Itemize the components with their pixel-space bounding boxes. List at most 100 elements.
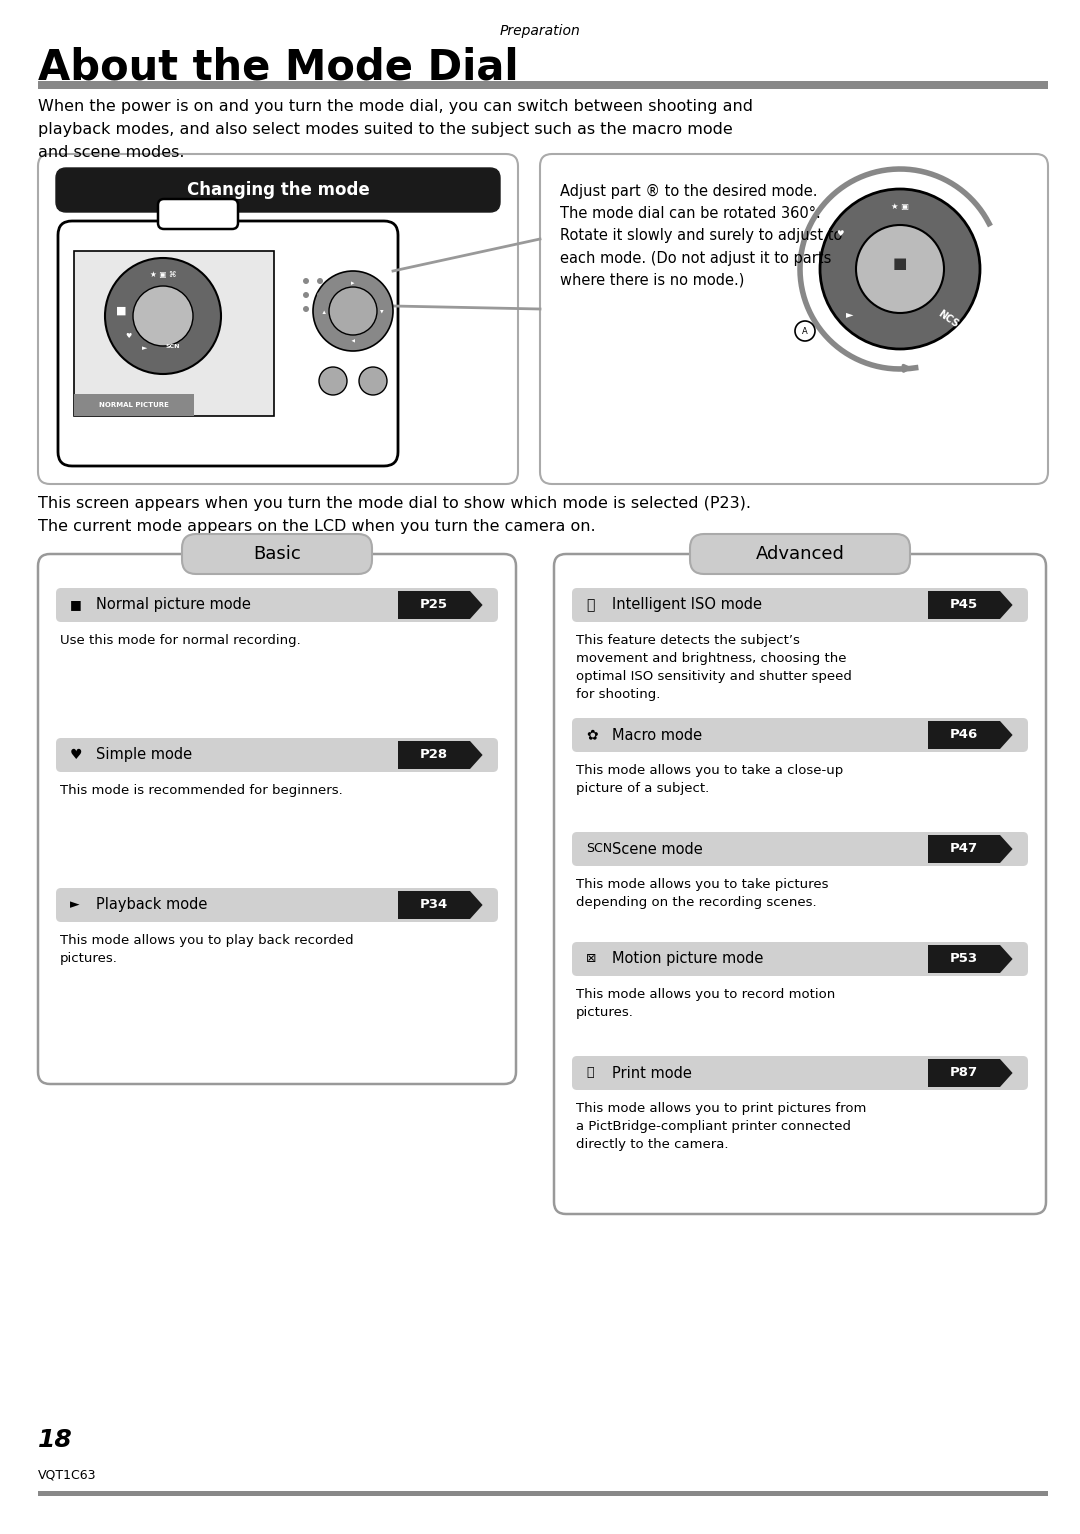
Text: ★ ▣ ⌘: ★ ▣ ⌘: [150, 270, 176, 279]
Text: 18: 18: [38, 1428, 72, 1453]
Text: Normal picture mode: Normal picture mode: [96, 598, 251, 612]
Text: Simple mode: Simple mode: [96, 747, 192, 762]
FancyBboxPatch shape: [56, 738, 498, 772]
Circle shape: [319, 367, 347, 394]
FancyBboxPatch shape: [572, 1055, 1028, 1091]
Text: Advanced: Advanced: [756, 545, 845, 563]
FancyBboxPatch shape: [56, 588, 498, 621]
Text: ▸: ▸: [351, 336, 354, 342]
Circle shape: [313, 272, 393, 351]
FancyBboxPatch shape: [38, 153, 518, 485]
Text: This mode allows you to play back recorded
pictures.: This mode allows you to play back record…: [60, 934, 353, 965]
Circle shape: [318, 291, 323, 298]
Text: ■: ■: [70, 598, 82, 612]
Polygon shape: [928, 591, 1013, 620]
FancyBboxPatch shape: [540, 153, 1048, 485]
Text: P25: P25: [420, 598, 448, 612]
Text: Intelligent ISO mode: Intelligent ISO mode: [612, 598, 762, 612]
FancyBboxPatch shape: [572, 831, 1028, 867]
Polygon shape: [399, 891, 483, 919]
Text: VQT1C63: VQT1C63: [38, 1470, 96, 1482]
Text: Changing the mode: Changing the mode: [187, 181, 369, 199]
Text: ►: ►: [70, 899, 80, 911]
Polygon shape: [928, 834, 1013, 864]
Text: ►: ►: [143, 345, 148, 351]
Text: This mode allows you to take pictures
depending on the recording scenes.: This mode allows you to take pictures de…: [576, 877, 828, 910]
Text: P53: P53: [950, 953, 978, 965]
Text: Adjust part ® to the desired mode.
The mode dial can be rotated 360°.
Rotate it : Adjust part ® to the desired mode. The m…: [561, 184, 842, 288]
FancyBboxPatch shape: [572, 718, 1028, 752]
Text: About the Mode Dial: About the Mode Dial: [38, 46, 518, 87]
Text: P45: P45: [950, 598, 978, 612]
Text: A: A: [802, 327, 808, 336]
Circle shape: [105, 258, 221, 374]
FancyBboxPatch shape: [58, 221, 399, 466]
Text: This mode allows you to take a close-up
picture of a subject.: This mode allows you to take a close-up …: [576, 764, 843, 795]
FancyBboxPatch shape: [183, 534, 372, 574]
Text: SCN: SCN: [586, 842, 612, 856]
Text: Use this mode for normal recording.: Use this mode for normal recording.: [60, 634, 300, 647]
Circle shape: [329, 287, 377, 334]
Text: ✿: ✿: [586, 729, 597, 742]
FancyBboxPatch shape: [38, 554, 516, 1085]
Text: This feature detects the subject’s
movement and brightness, choosing the
optimal: This feature detects the subject’s movem…: [576, 634, 852, 701]
Polygon shape: [928, 945, 1013, 973]
Text: SCN: SCN: [165, 344, 180, 348]
Circle shape: [820, 189, 980, 350]
Circle shape: [133, 285, 193, 347]
Text: NORMAL PICTURE: NORMAL PICTURE: [99, 402, 168, 408]
Text: ▸: ▸: [351, 281, 354, 285]
FancyBboxPatch shape: [554, 554, 1047, 1213]
Polygon shape: [399, 591, 483, 620]
Text: Print mode: Print mode: [612, 1066, 692, 1080]
FancyBboxPatch shape: [56, 888, 498, 922]
FancyBboxPatch shape: [572, 942, 1028, 976]
FancyBboxPatch shape: [690, 534, 910, 574]
Polygon shape: [928, 721, 1013, 749]
Circle shape: [303, 278, 309, 284]
Circle shape: [303, 291, 309, 298]
Text: ♥: ♥: [70, 749, 82, 762]
Text: ♥: ♥: [125, 333, 131, 339]
Circle shape: [318, 278, 323, 284]
Text: This mode allows you to print pictures from
a PictBridge-compliant printer conne: This mode allows you to print pictures f…: [576, 1101, 866, 1150]
Text: This screen appears when you turn the mode dial to show which mode is selected (: This screen appears when you turn the mo…: [38, 495, 751, 534]
Text: P47: P47: [950, 842, 978, 856]
Circle shape: [330, 278, 337, 284]
Text: ■: ■: [116, 305, 126, 316]
Text: NCS: NCS: [936, 308, 960, 330]
Text: ►: ►: [847, 308, 854, 319]
Text: When the power is on and you turn the mode dial, you can switch between shooting: When the power is on and you turn the mo…: [38, 100, 753, 160]
FancyBboxPatch shape: [158, 199, 238, 229]
Bar: [38, 81, 1048, 89]
Text: Basic: Basic: [253, 545, 301, 563]
Text: ▸: ▸: [322, 310, 328, 313]
Text: ⊠: ⊠: [586, 953, 596, 965]
Text: Scene mode: Scene mode: [612, 842, 703, 856]
Circle shape: [359, 367, 387, 394]
Polygon shape: [928, 1058, 1013, 1088]
Text: P34: P34: [420, 899, 448, 911]
Text: P46: P46: [950, 729, 978, 741]
Circle shape: [330, 291, 337, 298]
Text: ♥: ♥: [836, 230, 843, 238]
Circle shape: [303, 305, 309, 311]
Text: ⎙: ⎙: [586, 1066, 594, 1080]
Text: ⓘ: ⓘ: [586, 598, 594, 612]
Text: Motion picture mode: Motion picture mode: [612, 951, 764, 966]
FancyBboxPatch shape: [56, 169, 500, 212]
Text: This mode allows you to record motion
pictures.: This mode allows you to record motion pi…: [576, 988, 835, 1019]
Text: ■: ■: [893, 256, 907, 272]
Text: This mode is recommended for beginners.: This mode is recommended for beginners.: [60, 784, 342, 798]
Text: P87: P87: [950, 1066, 978, 1080]
FancyBboxPatch shape: [572, 588, 1028, 621]
Text: Playback mode: Playback mode: [96, 897, 207, 913]
Polygon shape: [399, 741, 483, 769]
Bar: [38, 1491, 1048, 1496]
Circle shape: [795, 321, 815, 341]
Circle shape: [318, 305, 323, 311]
Text: ★ ▣: ★ ▣: [891, 202, 909, 212]
Bar: [75, 252, 274, 416]
Circle shape: [856, 225, 944, 313]
Text: ▸: ▸: [378, 310, 384, 313]
